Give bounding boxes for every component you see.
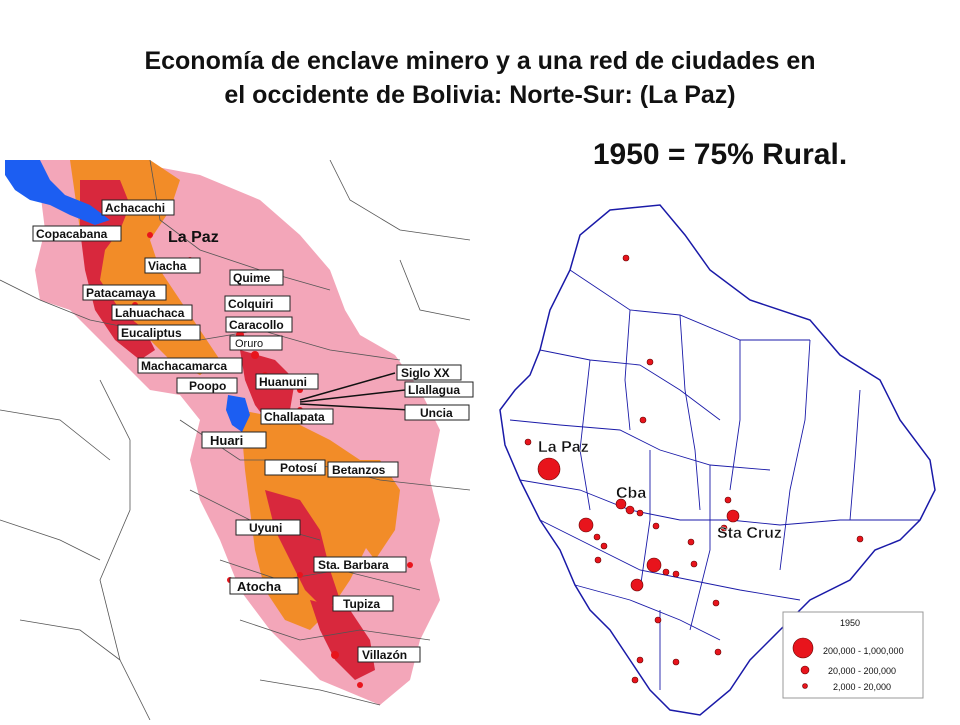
title-line-2: el occidente de Bolivia: Norte-Sur: (La … (224, 81, 736, 109)
city-labels: Achacachi Copacabana Viacha Quime Pataca… (32, 199, 474, 663)
lake-titicaca (5, 160, 110, 225)
city-viacha: Viacha (148, 259, 187, 273)
population-legend: 1950 200,000 - 1,000,000 20,000 - 200,00… (782, 611, 924, 699)
label-la-paz: La Paz (538, 439, 589, 456)
city-oruro: Oruro (235, 338, 263, 350)
city-sta-barbara: Sta. Barbara (318, 558, 389, 572)
city-eucaliptus: Eucaliptus (121, 326, 182, 340)
legend-class-small: 2,000 - 20,000 (833, 682, 891, 692)
city-patacamaya: Patacamaya (86, 286, 156, 300)
city-uyuni: Uyuni (249, 521, 282, 535)
orange-zone-east (340, 460, 400, 560)
city-machacamarca: Machacamarca (141, 359, 227, 373)
city-uncia: Uncia (420, 406, 453, 420)
slide-title: Economía de enclave minero y a una red d… (0, 44, 960, 112)
region-label-la-paz: La Paz (168, 229, 219, 246)
city-villazon: Villazón (362, 648, 407, 662)
title-line-1: Economía de enclave minero y a una red d… (144, 47, 816, 75)
city-poopo: Poopo (189, 379, 226, 393)
city-colquiri: Colquiri (228, 297, 273, 311)
right-national-map: La Paz Cba Sta Cruz 1950 200,000 - 1,000… (480, 190, 960, 720)
label-sta-cruz: Sta Cruz (717, 525, 782, 542)
label-cba: Cba (616, 485, 646, 502)
city-betanzos: Betanzos (332, 463, 386, 477)
bolivia-outline (499, 204, 936, 716)
city-tupiza: Tupiza (343, 597, 380, 611)
city-huari: Huari (210, 433, 243, 448)
city-potosi: Potosí (280, 461, 317, 475)
city-llallagua: Llallagua (408, 383, 460, 397)
legend-class-medium: 20,000 - 200,000 (828, 666, 896, 676)
red-zone-1 (80, 180, 155, 360)
right-city-dots (524, 254, 864, 684)
city-achacachi: Achacachi (105, 201, 165, 215)
city-copacabana: Copacabana (36, 227, 108, 241)
lake-poopo (226, 395, 250, 432)
city-siglo-xx: Siglo XX (401, 366, 450, 380)
city-huanuni: Huanuni (259, 375, 307, 389)
left-regional-map: La Paz Achacachi Copacabana Viacha Quime… (0, 159, 480, 721)
city-quime: Quime (233, 271, 271, 285)
city-atocha: Atocha (237, 579, 282, 594)
rural-percentage-subtitle: 1950 = 75% Rural. (592, 138, 848, 171)
city-lahuachaca: Lahuachaca (115, 306, 185, 320)
legend-year: 1950 (840, 618, 860, 628)
city-challapata: Challapata (264, 410, 325, 424)
legend-class-large: 200,000 - 1,000,000 (823, 646, 904, 656)
arrow-lines (299, 372, 411, 411)
right-labels: La Paz Cba Sta Cruz (538, 439, 782, 542)
city-caracollo: Caracollo (229, 318, 284, 332)
